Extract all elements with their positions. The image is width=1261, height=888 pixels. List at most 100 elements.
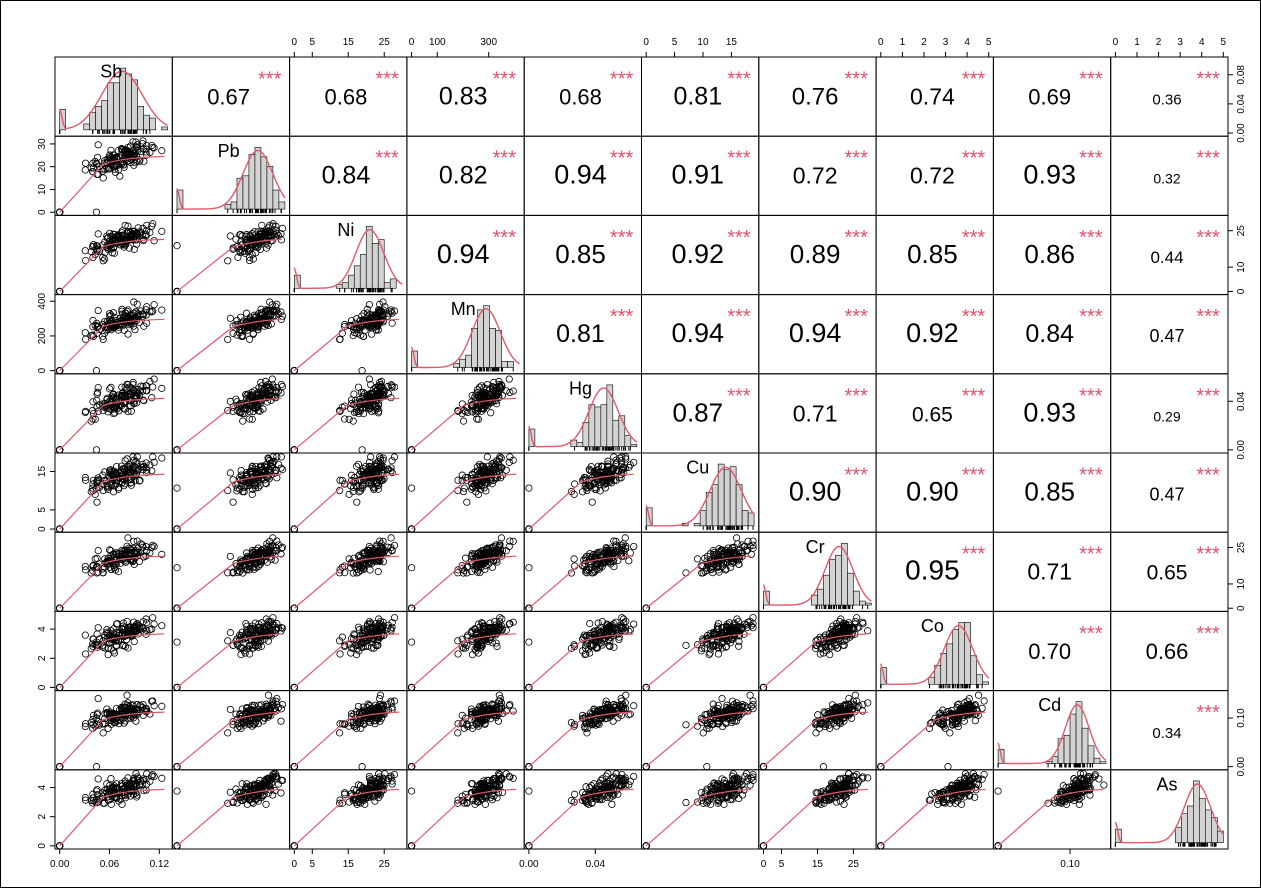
scatter-point — [234, 569, 242, 577]
scatter-point — [149, 453, 157, 461]
scatter-point — [113, 238, 121, 246]
scatter-point — [239, 332, 247, 341]
histogram-bar-Cr — [853, 590, 860, 606]
scatter-point — [246, 256, 254, 265]
scatter-point — [842, 635, 850, 644]
histogram-bar-Cu — [729, 466, 737, 527]
scatter-point — [277, 464, 285, 472]
scatter-point — [112, 401, 120, 409]
correlation-value: 0.94 — [789, 318, 842, 348]
scatter-point — [158, 384, 166, 392]
scatter-point — [127, 390, 136, 399]
scatter-point — [258, 221, 266, 229]
scatter-point — [137, 147, 145, 156]
scatter-point — [149, 220, 157, 228]
loess-fit-line — [293, 318, 399, 372]
scatter-point — [158, 702, 166, 710]
scatter-point — [113, 321, 121, 330]
scatter-point — [91, 250, 99, 259]
variable-label-Mn: Mn — [451, 299, 476, 319]
scatter-point — [140, 322, 148, 330]
scatter-point — [118, 471, 126, 479]
variable-label-Sb: Sb — [100, 62, 122, 82]
histogram-bar-Cr — [865, 602, 872, 606]
scatter-point — [271, 311, 279, 320]
scatter-point — [682, 641, 690, 649]
significance-stars: *** — [1196, 148, 1220, 170]
scatter-point — [496, 382, 504, 390]
scatter-point — [630, 542, 638, 551]
histogram-bar-Pb — [278, 201, 286, 210]
scatter-point — [248, 463, 256, 471]
scatter-point — [137, 307, 145, 315]
significance-stars: *** — [962, 544, 986, 566]
scatter-point — [224, 406, 232, 415]
loess-fit-line — [411, 397, 517, 451]
density-curve-Ni — [293, 228, 403, 289]
significance-stars: *** — [727, 306, 751, 328]
histogram-bar-Sb — [137, 106, 144, 131]
scatter-point — [101, 165, 109, 174]
scatter-point — [358, 367, 366, 375]
scatter-point — [486, 385, 494, 393]
scatter-point — [476, 383, 484, 391]
scatter-point — [271, 394, 279, 402]
histogram-bar-Pb — [224, 204, 232, 210]
scatter-point — [92, 446, 101, 454]
loess-fit-line — [176, 555, 282, 609]
scatter-point — [625, 557, 633, 565]
scatter-point — [254, 483, 262, 492]
correlation-value: 0.66 — [1146, 639, 1189, 664]
significance-stars: *** — [1196, 623, 1220, 645]
significance-stars: *** — [1079, 69, 1103, 91]
scatter-point — [127, 407, 135, 415]
variable-label-Co: Co — [921, 616, 944, 636]
scatter-point — [390, 614, 399, 622]
loess-fit-line — [176, 238, 282, 292]
scatter-point — [478, 407, 486, 415]
scatter-point — [117, 144, 126, 153]
significance-stars: *** — [375, 148, 399, 170]
scatter-point — [497, 534, 506, 542]
significance-stars: *** — [845, 465, 869, 487]
correlation-value: 0.92 — [672, 239, 725, 269]
scatter-point — [250, 228, 258, 236]
scatter-point — [274, 231, 283, 240]
correlation-value: 0.90 — [906, 477, 959, 507]
scatter-point — [239, 409, 247, 418]
scatter-point — [131, 326, 139, 334]
scatter-point — [345, 415, 353, 423]
histogram-bar-Sb — [83, 123, 90, 131]
scatter-point — [127, 481, 135, 489]
scatter-point — [483, 453, 491, 461]
scatter-point — [341, 402, 349, 410]
scatter-point — [388, 383, 396, 391]
scatter-point — [525, 484, 533, 492]
scatter-point — [252, 249, 260, 257]
scatter-point — [127, 474, 136, 483]
scatter-point — [252, 474, 260, 483]
scatter-point — [150, 375, 158, 383]
histogram-bar-Sb — [95, 106, 102, 131]
correlation-value: 0.32 — [1153, 171, 1180, 187]
histogram-bar-Ni — [353, 265, 361, 289]
scatter-point — [89, 243, 97, 251]
scatter-point — [259, 405, 267, 413]
variable-label-Hg: Hg — [569, 378, 592, 398]
scatter-point — [248, 391, 256, 399]
scatter-point — [354, 460, 363, 468]
scatter-point — [472, 407, 480, 415]
scatter-point — [278, 312, 287, 320]
histogram-bar-Cr — [841, 542, 848, 606]
scatter-point — [107, 383, 115, 391]
scatter-point — [487, 409, 495, 417]
scatter-point — [464, 408, 472, 417]
scatter-point — [864, 627, 872, 635]
correlation-value: 0.81 — [556, 320, 605, 348]
scatter-point — [357, 406, 365, 415]
histogram-bar-Cu — [747, 512, 755, 527]
scatter-point — [150, 458, 158, 466]
scatter-point — [274, 460, 283, 468]
scatter-point — [388, 319, 396, 327]
scatter-point — [384, 389, 393, 398]
